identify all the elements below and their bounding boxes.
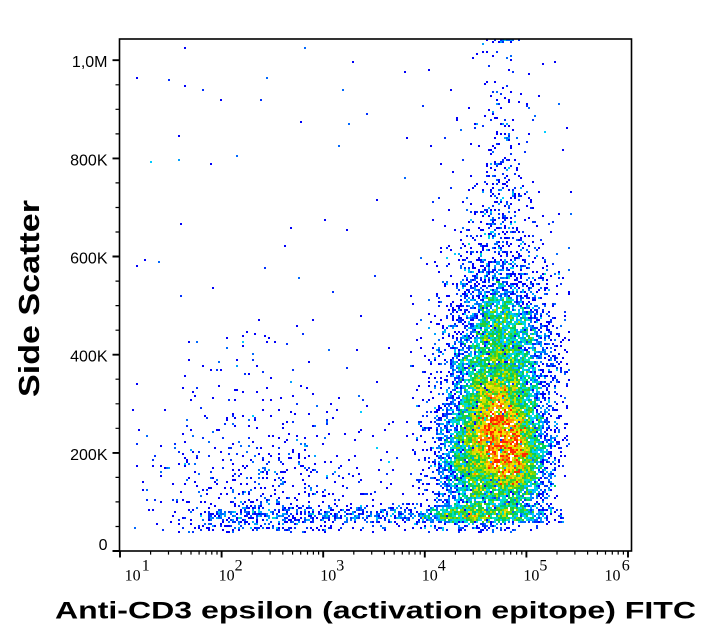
svg-text:1,0M: 1,0M — [72, 54, 108, 71]
svg-text:10: 10 — [125, 567, 141, 584]
svg-text:0: 0 — [99, 537, 108, 554]
svg-text:4: 4 — [438, 558, 446, 575]
svg-text:5: 5 — [539, 558, 547, 575]
svg-text:6: 6 — [622, 558, 630, 575]
svg-text:10: 10 — [605, 567, 621, 584]
svg-text:Side Scatter: Side Scatter — [14, 200, 46, 397]
svg-text:400K: 400K — [70, 349, 108, 366]
svg-text:2: 2 — [235, 558, 243, 575]
svg-text:1: 1 — [142, 558, 150, 575]
svg-text:10: 10 — [320, 567, 336, 584]
svg-text:200K: 200K — [70, 447, 108, 464]
svg-text:800K: 800K — [70, 152, 108, 169]
svg-text:10: 10 — [523, 567, 539, 584]
svg-text:10: 10 — [219, 567, 235, 584]
svg-text:600K: 600K — [70, 251, 108, 268]
svg-text:10: 10 — [422, 567, 438, 584]
svg-text:3: 3 — [336, 558, 344, 575]
svg-text:Anti-CD3 epsilon (activation e: Anti-CD3 epsilon (activation epitope) FI… — [55, 598, 696, 625]
